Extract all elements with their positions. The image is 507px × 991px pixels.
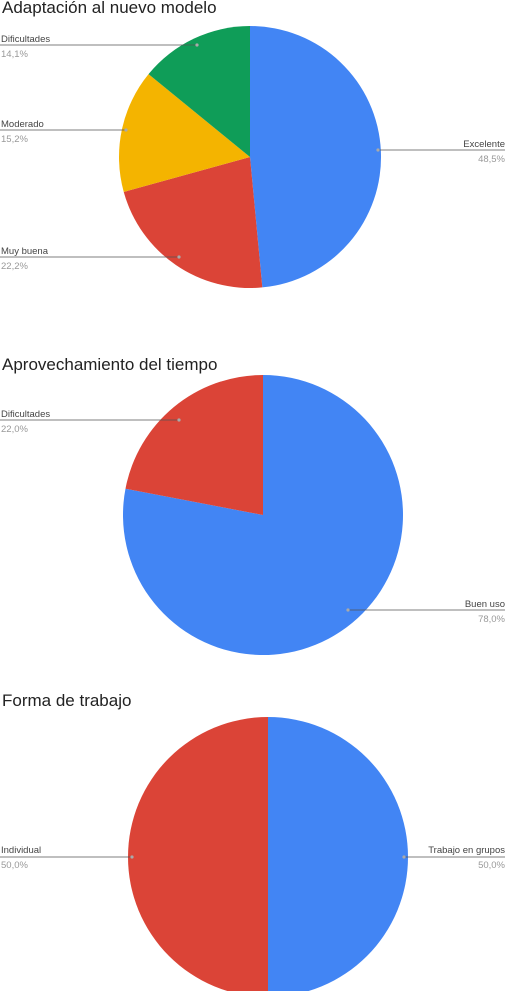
pie-slice-excelente: [250, 25, 382, 288]
slice-percent-label: 48,5%: [478, 154, 505, 165]
slice-label: Moderado: [1, 119, 44, 130]
pie-slice-muy-buena: [123, 157, 263, 289]
pie-chart-forma-trabajo: Forma de trabajo Trabajo en grupos 50,0% I…: [0, 685, 507, 991]
slice-label: Dificultades: [1, 409, 50, 420]
callout-dot-excelente: [376, 148, 380, 152]
callout-dot-moderado: [124, 128, 128, 132]
callout-dot-individual: [130, 855, 134, 859]
slice-label: Trabajo en grupos: [428, 845, 505, 856]
pie-chart-aprovechamiento: Aprovechamiento del tiempo Buen uso 78,0%…: [0, 350, 507, 670]
callout-dot-dificultades: [177, 418, 181, 422]
pie-slice-dificultades: [148, 26, 250, 157]
slice-label: Muy buena: [1, 246, 49, 257]
callout-dot-dificultades: [195, 43, 199, 47]
callout-dot-trabajo-en-grupos: [402, 855, 406, 859]
slice-label: Dificultades: [1, 34, 50, 45]
slice-percent-label: 22,0%: [1, 424, 28, 435]
slice-percent-label: 14,1%: [1, 49, 28, 60]
callout-dot-muy-buena: [177, 255, 181, 259]
pie-slice-trabajo-en-grupos: [268, 717, 408, 991]
pie-slice-moderado: [118, 74, 251, 192]
slice-percent-label: 15,2%: [1, 134, 28, 145]
pie-chart-svg: Trabajo en grupos 50,0% Individual 50,0%: [0, 717, 506, 991]
slice-percent-label: 50,0%: [1, 860, 28, 871]
chart-title: Forma de trabajo: [2, 691, 132, 710]
pie-chart-svg: Buen uso 78,0% Dificultades 22,0%: [0, 375, 506, 655]
pie-slice-individual: [128, 717, 268, 991]
chart-title: Adaptación al nuevo modelo: [2, 0, 217, 17]
slice-label: Buen uso: [465, 599, 505, 610]
chart-title: Aprovechamiento del tiempo: [2, 355, 218, 374]
slice-percent-label: 22,2%: [1, 261, 28, 272]
slice-percent-label: 78,0%: [478, 614, 505, 625]
slice-percent-label: 50,0%: [478, 860, 505, 871]
slice-label: Excelente: [463, 139, 505, 150]
callout-dot-buen-uso: [346, 608, 350, 612]
pie-slice-dificultades: [125, 375, 263, 515]
pie-slice-buen-uso: [123, 375, 404, 655]
pie-chart-svg: Excelente 48,5% Muy buena 22,2% Moderado 15,2…: [0, 25, 506, 289]
slice-label: Individual: [1, 845, 41, 856]
pie-chart-adaptacion: Adaptación al nuevo modelo Excelente 48,5…: [0, 0, 507, 300]
